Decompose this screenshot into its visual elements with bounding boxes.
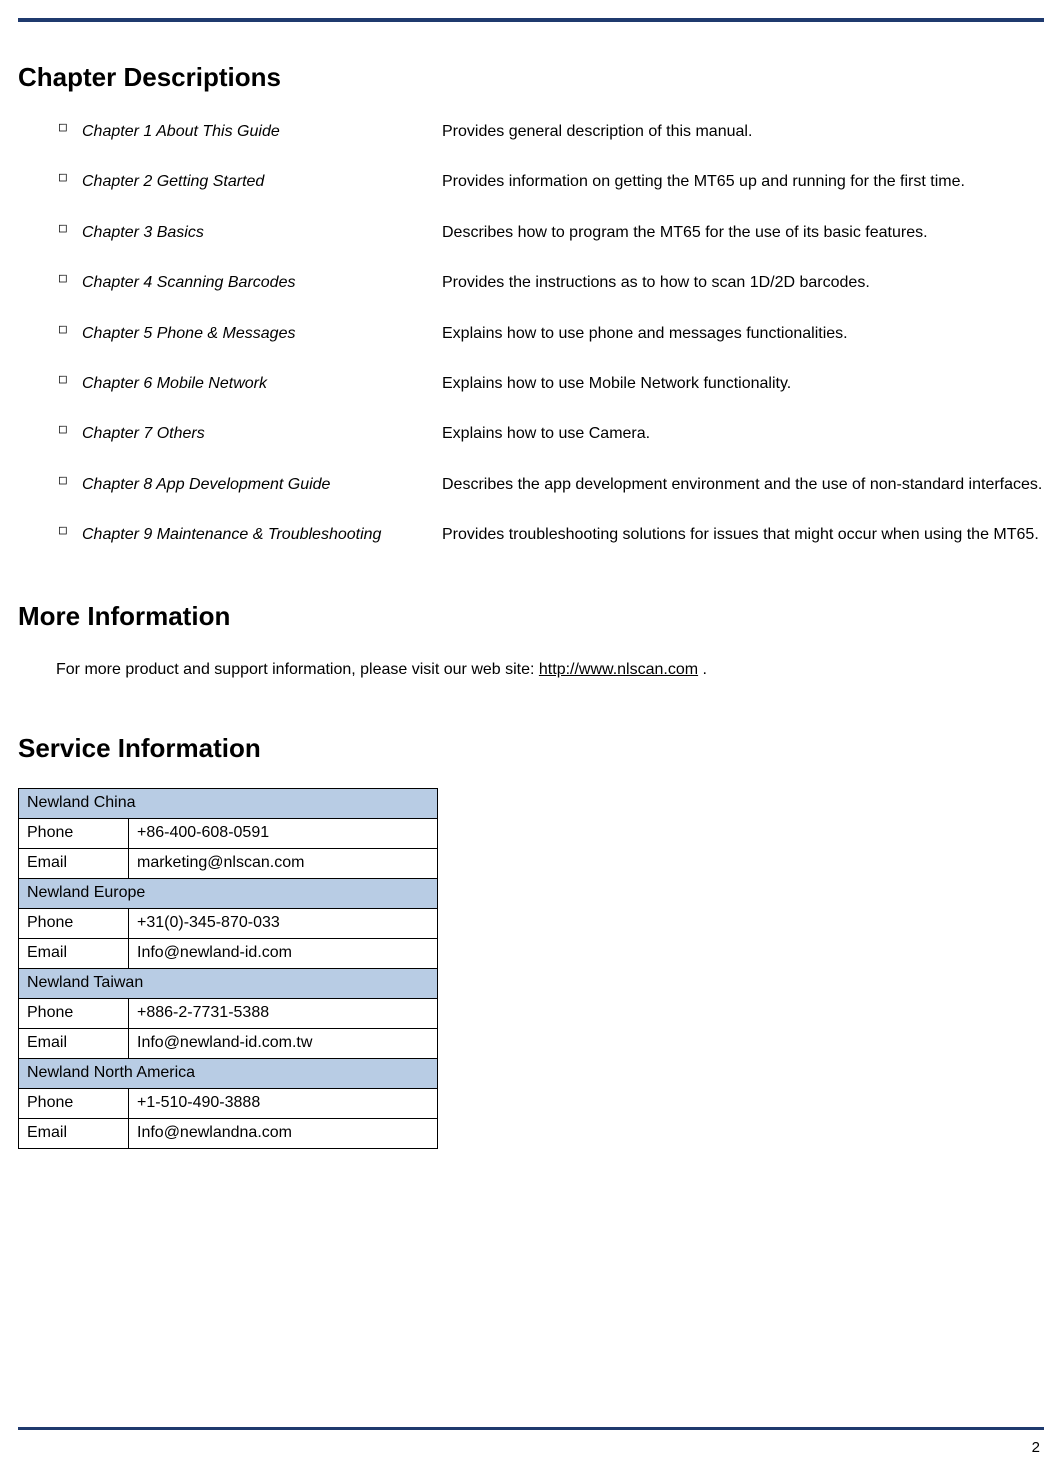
- chapter-description: Provides the instructions as to how to s…: [442, 268, 1044, 298]
- more-info-link[interactable]: http://www.nlscan.com: [539, 661, 698, 678]
- chapter-description: Describes the app development environmen…: [442, 470, 1044, 500]
- chapter-row: ◇Chapter 5 Phone & MessagesExplains how …: [56, 319, 1044, 349]
- chapter-description: Provides troubleshooting solutions for i…: [442, 520, 1044, 550]
- service-row: Phone+31(0)-345-870-033: [19, 908, 438, 938]
- page-container: Chapter Descriptions ◇Chapter 1 About Th…: [0, 18, 1062, 1470]
- service-row: Phone+886-2-7731-5388: [19, 998, 438, 1028]
- chapter-title: Chapter 9 Maintenance & Troubleshooting: [82, 520, 442, 550]
- chapter-row: ◇Chapter 6 Mobile NetworkExplains how to…: [56, 369, 1044, 399]
- service-label: Email: [19, 938, 129, 968]
- chapter-row: ◇Chapter 4 Scanning BarcodesProvides the…: [56, 268, 1044, 298]
- chapter-row: ◇Chapter 2 Getting StartedProvides infor…: [56, 167, 1044, 197]
- service-row: Emailmarketing@nlscan.com: [19, 848, 438, 878]
- chapter-title: Chapter 6 Mobile Network: [82, 369, 442, 399]
- chapter-description: Provides general description of this man…: [442, 117, 1044, 147]
- chapter-row: ◇Chapter 8 App Development GuideDescribe…: [56, 470, 1044, 500]
- service-value: +31(0)-345-870-033: [129, 908, 438, 938]
- chapter-row: ◇Chapter 1 About This GuideProvides gene…: [56, 117, 1044, 147]
- bottom-horizontal-rule: [18, 1427, 1044, 1430]
- chapter-title: Chapter 3 Basics: [82, 218, 442, 248]
- service-row: EmailInfo@newlandna.com: [19, 1118, 438, 1148]
- chapter-description: Describes how to program the MT65 for th…: [442, 218, 1044, 248]
- chapter-description: Provides information on getting the MT65…: [442, 167, 1044, 197]
- service-value: Info@newlandna.com: [129, 1118, 438, 1148]
- service-label: Email: [19, 848, 129, 878]
- chapter-row: ◇Chapter 7 OthersExplains how to use Cam…: [56, 419, 1044, 449]
- service-row: Phone+86-400-608-0591: [19, 818, 438, 848]
- chapter-title: Chapter 1 About This Guide: [82, 117, 442, 147]
- service-region-header: Newland Europe: [19, 878, 438, 908]
- chapter-title: Chapter 7 Others: [82, 419, 442, 449]
- more-information-text: For more product and support information…: [56, 656, 1044, 683]
- chapter-description: Explains how to use Mobile Network funct…: [442, 369, 1044, 399]
- service-value: +1-510-490-3888: [129, 1088, 438, 1118]
- chapter-descriptions-heading: Chapter Descriptions: [18, 62, 1044, 93]
- service-label: Email: [19, 1118, 129, 1148]
- service-row: EmailInfo@newland-id.com.tw: [19, 1028, 438, 1058]
- service-label: Phone: [19, 998, 129, 1028]
- service-label: Phone: [19, 818, 129, 848]
- service-information-heading: Service Information: [18, 733, 1044, 764]
- service-region-name: Newland China: [19, 788, 438, 818]
- chapter-row: ◇Chapter 9 Maintenance & Troubleshooting…: [56, 520, 1044, 550]
- service-value: Info@newland-id.com: [129, 938, 438, 968]
- chapter-list: ◇Chapter 1 About This GuideProvides gene…: [56, 117, 1044, 551]
- service-region-header: Newland China: [19, 788, 438, 818]
- service-label: Phone: [19, 1088, 129, 1118]
- chapter-description: Explains how to use phone and messages f…: [442, 319, 1044, 349]
- service-value: Info@newland-id.com.tw: [129, 1028, 438, 1058]
- more-info-suffix: .: [698, 661, 707, 678]
- service-region-name: Newland Europe: [19, 878, 438, 908]
- service-row: EmailInfo@newland-id.com: [19, 938, 438, 968]
- service-region-name: Newland North America: [19, 1058, 438, 1088]
- service-row: Phone+1-510-490-3888: [19, 1088, 438, 1118]
- service-region-header: Newland North America: [19, 1058, 438, 1088]
- chapter-row: ◇Chapter 3 BasicsDescribes how to progra…: [56, 218, 1044, 248]
- service-region-name: Newland Taiwan: [19, 968, 438, 998]
- service-information-table: Newland ChinaPhone+86-400-608-0591Emailm…: [18, 788, 438, 1149]
- service-label: Email: [19, 1028, 129, 1058]
- service-value: marketing@nlscan.com: [129, 848, 438, 878]
- page-number: 2: [1032, 1439, 1040, 1456]
- more-info-prefix: For more product and support information…: [56, 661, 539, 678]
- top-horizontal-rule: [18, 18, 1044, 22]
- service-label: Phone: [19, 908, 129, 938]
- service-value: +86-400-608-0591: [129, 818, 438, 848]
- chapter-title: Chapter 5 Phone & Messages: [82, 319, 442, 349]
- chapter-title: Chapter 2 Getting Started: [82, 167, 442, 197]
- chapter-title: Chapter 8 App Development Guide: [82, 470, 442, 500]
- service-region-header: Newland Taiwan: [19, 968, 438, 998]
- chapter-title: Chapter 4 Scanning Barcodes: [82, 268, 442, 298]
- more-information-heading: More Information: [18, 601, 1044, 632]
- service-value: +886-2-7731-5388: [129, 998, 438, 1028]
- chapter-description: Explains how to use Camera.: [442, 419, 1044, 449]
